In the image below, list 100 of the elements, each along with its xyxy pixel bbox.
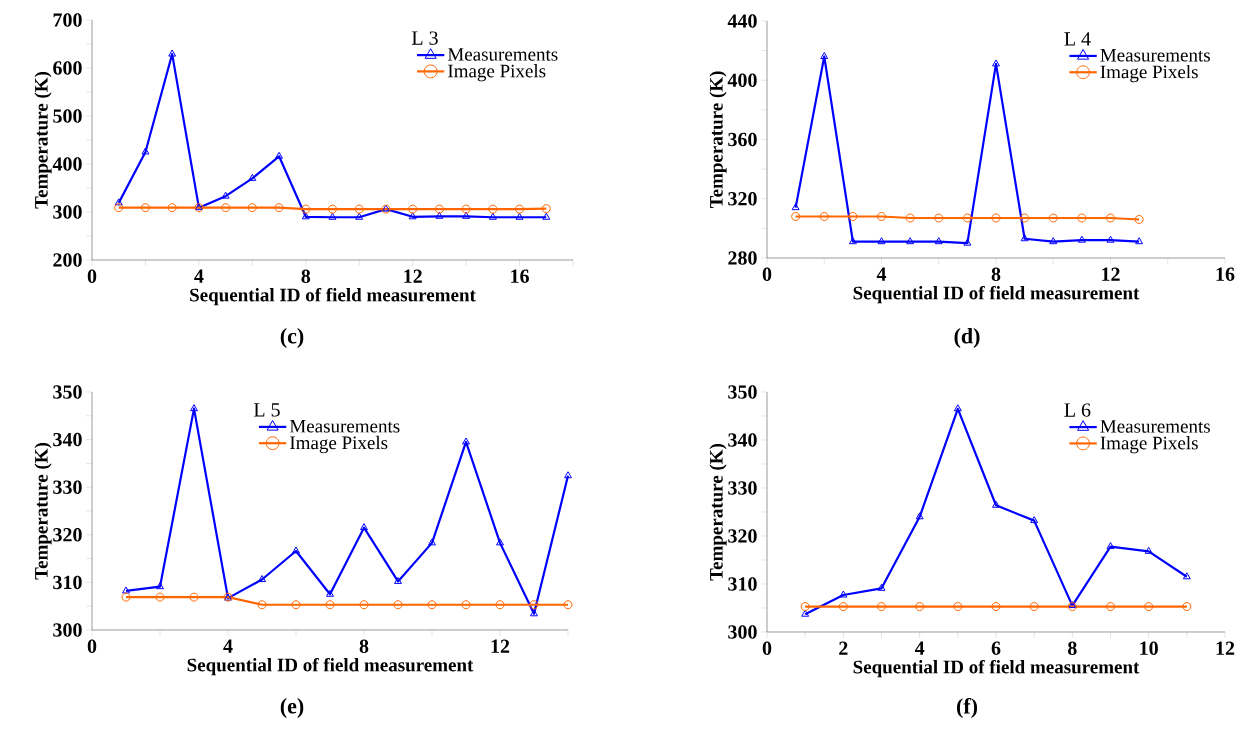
point xyxy=(354,204,364,214)
point xyxy=(355,212,364,220)
point xyxy=(963,238,972,246)
legend-title: L 5 xyxy=(253,403,280,417)
point xyxy=(1182,602,1192,612)
x-tick-label: 0 xyxy=(87,639,97,654)
legend-label: Image Pixels xyxy=(1100,436,1198,454)
point xyxy=(1144,602,1154,612)
point xyxy=(915,602,925,612)
point xyxy=(189,592,199,602)
text: (f) xyxy=(956,697,978,719)
point xyxy=(820,52,829,60)
point xyxy=(991,602,1001,612)
point xyxy=(848,212,858,222)
point xyxy=(301,212,310,220)
y-tick-label: 300 xyxy=(53,623,82,637)
point xyxy=(992,59,1000,67)
point xyxy=(564,471,572,479)
point xyxy=(274,203,284,213)
point xyxy=(168,49,177,57)
x-tick-label: 10 xyxy=(1140,641,1158,656)
point xyxy=(408,212,417,220)
y-tick-label: 310 xyxy=(728,577,757,591)
point xyxy=(325,600,335,610)
point xyxy=(326,589,334,597)
x-tick-label: 8 xyxy=(359,639,369,654)
y-tick-label: 310 xyxy=(53,575,82,590)
point xyxy=(1048,213,1058,223)
x-tick-label: 4 xyxy=(223,639,233,653)
y-axis-title: Temperature (K) xyxy=(709,443,727,581)
legend-label: Image Pixels xyxy=(448,64,546,82)
point xyxy=(791,212,801,222)
x-tick-label: 8 xyxy=(301,269,311,284)
x-tick-label: 12 xyxy=(1102,267,1120,281)
point xyxy=(877,583,886,591)
x-axis-title: Sequential ID of field measurement xyxy=(853,659,1140,678)
point xyxy=(434,204,444,214)
point xyxy=(461,204,471,214)
x-tick-label: 0 xyxy=(87,269,97,284)
point xyxy=(542,212,551,220)
point xyxy=(1020,213,1030,223)
y-tick-label: 320 xyxy=(728,529,757,543)
point xyxy=(800,602,810,612)
x-tick-label: 12 xyxy=(1216,641,1235,655)
y-axis-title: Temperature (K) xyxy=(709,71,727,209)
legend-title: L 4 xyxy=(1064,32,1091,46)
point xyxy=(121,592,131,602)
point xyxy=(488,212,497,220)
point xyxy=(141,147,150,155)
legend-label: Measurements xyxy=(1100,48,1210,62)
text: (e) xyxy=(280,698,304,718)
point xyxy=(114,198,123,206)
point xyxy=(221,191,230,199)
y-tick-label: 350 xyxy=(728,385,757,399)
point xyxy=(360,523,368,531)
x-tick-label: 4 xyxy=(876,267,887,281)
y-tick-label: 300 xyxy=(53,205,82,219)
point xyxy=(541,204,551,214)
point xyxy=(991,213,1001,223)
y-tick-label: 360 xyxy=(728,132,757,147)
y-tick-label: 500 xyxy=(53,109,82,123)
point xyxy=(819,212,829,222)
y-axis-title: Temperature (K) xyxy=(34,71,52,209)
legend-label: Image Pixels xyxy=(290,435,388,454)
point xyxy=(839,590,848,598)
point xyxy=(462,437,470,445)
point xyxy=(1077,213,1087,223)
y-tick-label: 340 xyxy=(53,432,82,447)
point xyxy=(1029,602,1039,612)
point xyxy=(488,204,498,214)
x-tick-label: 6 xyxy=(991,641,1001,655)
point xyxy=(427,600,437,610)
y-tick-label: 440 xyxy=(727,14,757,28)
x-tick-label: 4 xyxy=(194,269,204,283)
point xyxy=(328,204,338,214)
x-tick-label: 0 xyxy=(762,641,772,656)
point xyxy=(529,600,539,610)
point xyxy=(292,546,300,554)
x-tick-label: 8 xyxy=(991,267,1001,282)
point xyxy=(934,237,943,245)
text: (c) xyxy=(280,328,304,348)
point xyxy=(408,204,418,214)
point xyxy=(848,237,857,245)
point xyxy=(1030,516,1039,524)
point xyxy=(435,211,444,219)
legend-label: Measurements xyxy=(289,419,400,433)
point xyxy=(915,512,924,520)
y-tick-label: 600 xyxy=(53,61,82,75)
point xyxy=(247,203,257,213)
point xyxy=(1134,214,1144,224)
y-tick-label: 320 xyxy=(728,191,757,206)
point xyxy=(257,600,267,610)
point xyxy=(495,600,505,610)
point xyxy=(1135,237,1144,245)
y-tick-label: 300 xyxy=(728,625,757,639)
point xyxy=(530,609,538,617)
point xyxy=(934,213,944,223)
legend-label: Measurements xyxy=(1100,420,1210,433)
point xyxy=(953,404,962,412)
x-tick-label: 0 xyxy=(762,267,772,282)
